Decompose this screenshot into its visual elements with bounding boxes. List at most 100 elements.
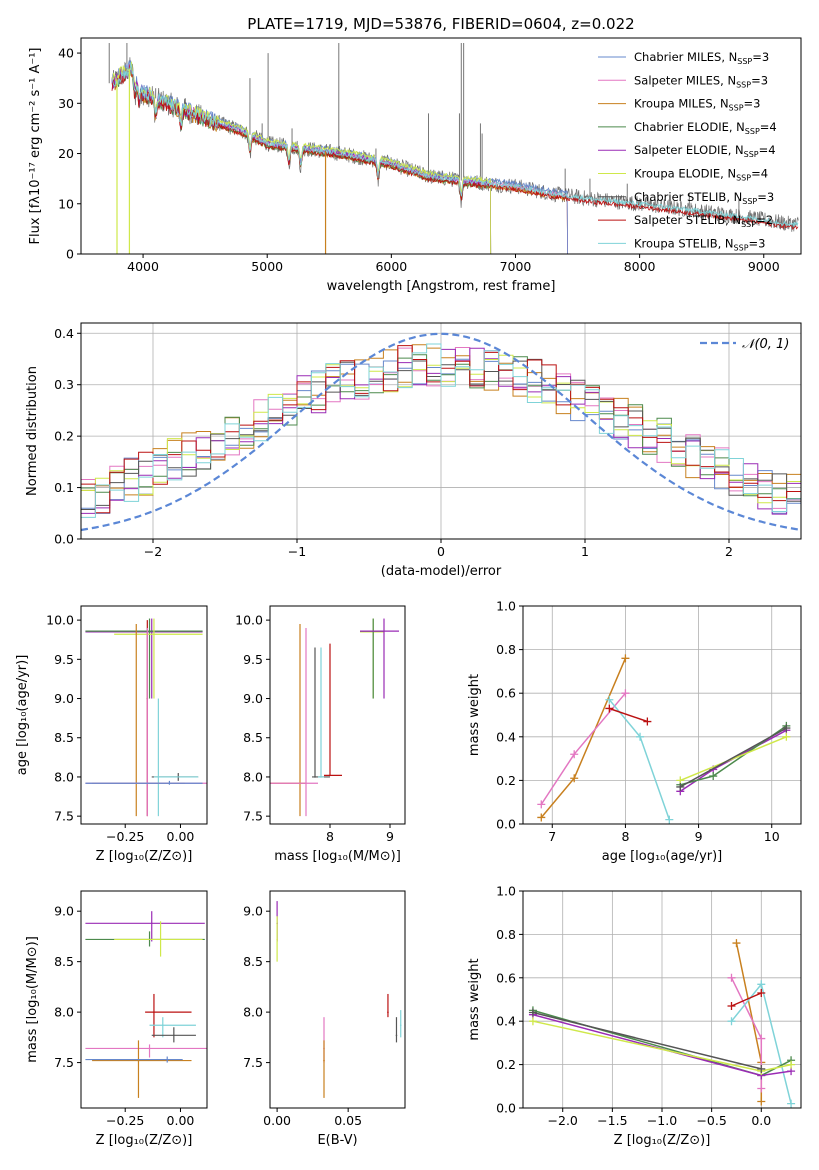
- x-tick-label: −2.0: [548, 1113, 578, 1128]
- errorbar-kroupa-elodie: [114, 618, 203, 699]
- y-tick-label: 8.0: [54, 769, 74, 784]
- y-tick-label: 9.5: [54, 652, 74, 667]
- plot-frame: [269, 605, 406, 825]
- data-point: [150, 922, 153, 925]
- legend-label-kroupa-stelib: Kroupa STELIB, NSSP=3: [634, 236, 765, 252]
- data-point: [148, 1047, 151, 1050]
- weight-marker: [757, 980, 766, 989]
- legend-label-chabrier-stelib: Chabrier STELIB, NSSP=3: [634, 190, 774, 206]
- spectrum-plot-area: [108, 43, 799, 254]
- age-vs-Z-plot-area: [85, 618, 207, 817]
- weight-line: [731, 992, 762, 1007]
- y-tick-label: 9.0: [243, 904, 263, 919]
- plot-frame: [522, 605, 802, 825]
- errorbar-kroupa-miles: [92, 624, 185, 817]
- x-tick-label: 8: [326, 829, 334, 844]
- weight-line: [609, 707, 648, 723]
- spectrum-panel: 4000 5000 6000 7000 8000 9000 0 10 20 30 40 wavelen…: [28, 15, 802, 294]
- errorbar-chabrier-miles: [85, 1056, 183, 1063]
- errorbar-salpeter-elodie: [360, 618, 399, 699]
- weight-marker: [528, 1017, 537, 1026]
- y-tick-label: 40: [58, 46, 74, 61]
- spectrum-line-kroupa-miles: [111, 65, 568, 254]
- weight-line: [679, 729, 787, 792]
- x-tick-label: 9: [695, 829, 703, 844]
- weight-marker: [757, 1084, 766, 1093]
- errorbar-kroupa-stelib: [399, 1010, 402, 1038]
- x-tick-label: 0.00: [167, 1113, 195, 1128]
- data-point: [323, 1059, 325, 1062]
- weight-marker: [782, 724, 791, 733]
- weight-series-salpeter-miles: [537, 689, 630, 809]
- weight-marker: [757, 988, 766, 997]
- errorbar-chabrier-miles: [85, 780, 203, 785]
- y-tick-label: 8.5: [54, 954, 74, 969]
- errorbar-kroupa-miles: [323, 1040, 325, 1098]
- y-tick-label: 0.6: [496, 970, 516, 985]
- weight-line: [532, 1011, 762, 1070]
- x-tick-label: 6000: [375, 259, 407, 274]
- mass-vs-EBV-panel: 0.00 0.05 7.5 8.0 8.5 9.0 E(B-V): [243, 890, 406, 1148]
- y-axis-label: mass weight: [467, 958, 482, 1040]
- data-point: [153, 1011, 155, 1013]
- weight-marker: [732, 939, 741, 948]
- x-tick-label: 4000: [127, 259, 159, 274]
- y-tick-label: 10: [58, 196, 74, 211]
- y-tick-label: 7.5: [243, 809, 263, 824]
- y-tick-label: 30: [58, 96, 74, 111]
- legend-label-kroupa-miles: Kroupa MILES, NSSP=3: [634, 97, 760, 113]
- weight-line: [540, 658, 627, 818]
- weight-marker: [727, 973, 736, 982]
- data-point: [329, 774, 331, 777]
- x-tick-label: −0.25: [106, 829, 144, 844]
- data-point: [161, 1024, 164, 1027]
- y-tick-label: 8.5: [243, 954, 263, 969]
- y-axis-label: Normed distribution: [25, 366, 40, 496]
- spectrum-line-salpeter-stelib: [111, 64, 799, 231]
- weight-series-salpeter-stelib: [605, 704, 652, 726]
- y-tick-label: 0.2: [496, 773, 516, 788]
- data-point: [395, 1034, 398, 1037]
- y-tick-label: 8.0: [54, 1005, 74, 1020]
- data-point: [148, 630, 151, 632]
- y-tick-label: 9.0: [54, 691, 74, 706]
- y-tick-label: 0.0: [496, 817, 516, 832]
- y-tick-label: 7.5: [54, 809, 74, 824]
- y-tick-label: 0.4: [496, 729, 516, 744]
- data-point: [159, 938, 162, 941]
- y-tick-label: 7.5: [54, 1055, 74, 1070]
- errorbar-salpeter-stelib: [145, 993, 192, 1038]
- weight-marker: [727, 1017, 736, 1026]
- weight-marker: [643, 717, 652, 726]
- y-tick-label: 0.8: [496, 642, 516, 657]
- weight-marker: [621, 654, 630, 663]
- y-tick-label: 0.2: [496, 1057, 516, 1072]
- legend-label-salpeter-stelib: Salpeter STELIB, NSSP=2: [634, 213, 773, 229]
- y-tick-label: 0.4: [496, 1014, 516, 1029]
- errorbar-salpeter-stelib: [387, 993, 389, 1018]
- x-tick-label: −1.0: [647, 1113, 677, 1128]
- y-axis-label: Flux [fλ10⁻¹⁷ erg cm⁻² s⁻¹ A⁻¹]: [28, 48, 43, 245]
- residuals-plot-area: [81, 332, 801, 532]
- x-tick-label: 2: [725, 544, 733, 559]
- errorbar-kroupa-stelib: [153, 698, 199, 817]
- legend: 𝒩(0, 1): [700, 337, 789, 352]
- weight-vs-Z-plot-area: [528, 939, 796, 1108]
- plot-frame: [80, 605, 208, 825]
- weight-line: [680, 725, 787, 786]
- legend-label-chabrier-miles: Chabrier MILES, NSSP=3: [634, 50, 769, 66]
- y-axis-label: age [log₁₀(age/yr)]: [15, 655, 30, 776]
- x-tick-label: 8: [621, 829, 629, 844]
- x-axis-label: Z [log₁₀(Z/Z⊙)]: [96, 849, 193, 864]
- weight-series-kroupa-stelib: [605, 695, 674, 824]
- errorbar-salpeter-elodie: [85, 911, 205, 942]
- x-axis-label: (data-model)/error: [381, 564, 502, 579]
- errorbar-chabrier-elodie: [85, 618, 203, 699]
- x-tick-label: 9000: [748, 259, 780, 274]
- x-tick-label: 7000: [500, 259, 532, 274]
- y-tick-label: 9.0: [243, 691, 263, 706]
- weight-marker: [782, 732, 791, 741]
- y-tick-label: 8.5: [54, 730, 74, 745]
- x-axis-label: mass [log₁₀(M/M⊙)]: [274, 849, 401, 864]
